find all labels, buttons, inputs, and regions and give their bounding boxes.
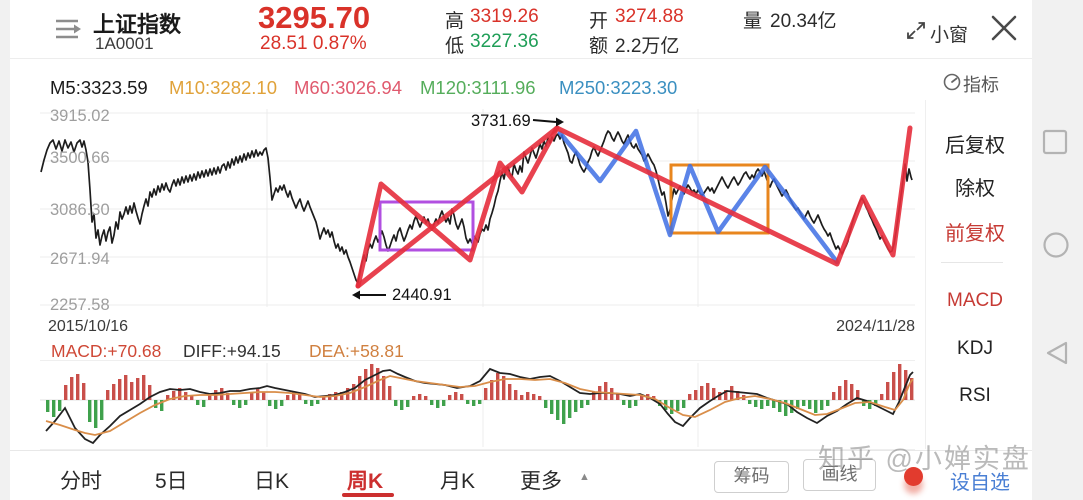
- android-nav-strip: [1032, 0, 1083, 500]
- left-edge-strip: [0, 0, 10, 500]
- macd-value: MACD:+70.68: [51, 341, 162, 361]
- stat-volume-value: 20.34亿: [770, 11, 837, 32]
- tab-monthly-k[interactable]: 月K: [440, 470, 476, 493]
- stat-low-value: 3227.36: [470, 31, 539, 52]
- stock-code: 1A0001: [95, 34, 154, 53]
- y-axis-label: 3500.66: [50, 149, 110, 167]
- sidebar-item-forward-adjust[interactable]: 前复权: [945, 223, 1005, 245]
- add-watchlist-button[interactable]: 设自选: [950, 472, 1010, 494]
- active-tab-underline: [342, 493, 394, 497]
- indicator-button[interactable]: 指标: [963, 75, 999, 95]
- diff-value: DIFF:+94.15: [183, 341, 281, 361]
- macd-indicator-chart[interactable]: [40, 360, 915, 450]
- tabbar-divider: [10, 450, 1032, 451]
- record-dot-icon: [904, 467, 923, 486]
- draw-line-button[interactable]: 画线: [803, 459, 876, 491]
- shrink-window-icon[interactable]: [905, 22, 927, 42]
- tab-daily-k[interactable]: 日K: [254, 470, 290, 493]
- ma5-value: M5:3323.59: [50, 77, 148, 98]
- sidebar-divider: [925, 100, 926, 449]
- annotation-low-value: 2440.91: [392, 286, 452, 304]
- tab-minute[interactable]: 分时: [60, 470, 102, 493]
- stat-high-value: 3319.26: [470, 6, 539, 27]
- stat-amount-label: 额: [589, 36, 609, 57]
- stock-change: 28.51 0.87%: [260, 33, 367, 54]
- android-home-icon[interactable]: [1042, 231, 1070, 259]
- android-recents-icon[interactable]: [1041, 128, 1069, 156]
- annotation-peak-value: 3731.69: [471, 112, 531, 130]
- android-back-icon[interactable]: [1042, 340, 1070, 368]
- sidebar-item-no-adjust[interactable]: 除权: [955, 178, 995, 200]
- ma60-value: M60:3026.94: [294, 77, 403, 98]
- stock-price: 3295.70: [258, 0, 371, 35]
- y-axis-label: 2257.58: [50, 296, 110, 314]
- date-range-start: 2015/10/16: [48, 318, 129, 335]
- tab-more[interactable]: 更多: [520, 470, 562, 493]
- stat-high-label: 高: [445, 11, 465, 32]
- sidebar-item-backward-adjust[interactable]: 后复权: [945, 135, 1005, 157]
- ma120-value: M120:3111.96: [420, 77, 536, 98]
- stat-volume-label: 量: [743, 11, 763, 32]
- stat-open-label: 开: [589, 11, 609, 32]
- small-window-button[interactable]: 小窗: [930, 25, 969, 46]
- tab-5day[interactable]: 5日: [155, 470, 188, 493]
- sidebar-item-kdj[interactable]: KDJ: [957, 338, 993, 359]
- ma10-value: M10:3282.10: [169, 77, 278, 98]
- switch-stock-icon[interactable]: [54, 17, 84, 43]
- gauge-icon: [943, 73, 961, 91]
- chevron-up-icon[interactable]: ▲: [579, 471, 590, 483]
- close-icon[interactable]: [988, 12, 1020, 44]
- stat-amount-value: 2.2万亿: [615, 36, 680, 57]
- stat-open-value: 3274.88: [615, 6, 684, 27]
- chips-distribution-button[interactable]: 筹码: [714, 461, 789, 493]
- header-divider: [10, 58, 1032, 59]
- y-axis-label: 3086.30: [50, 201, 110, 219]
- date-range-end: 2024/11/28: [836, 318, 915, 335]
- tab-weekly-k[interactable]: 周K: [347, 470, 384, 493]
- y-axis-label: 3915.02: [50, 107, 110, 125]
- sidebar-section-divider: [941, 262, 1003, 263]
- stock-name: 上证指数: [93, 12, 182, 37]
- stat-low-label: 低: [445, 36, 465, 57]
- sidebar-item-macd[interactable]: MACD: [947, 290, 1003, 311]
- sidebar-item-rsi[interactable]: RSI: [959, 385, 991, 406]
- dea-value: DEA:+58.81: [309, 341, 404, 361]
- main-price-chart[interactable]: [40, 103, 915, 313]
- ma250-value: M250:3223.30: [559, 77, 678, 98]
- y-axis-label: 2671.94: [50, 250, 110, 268]
